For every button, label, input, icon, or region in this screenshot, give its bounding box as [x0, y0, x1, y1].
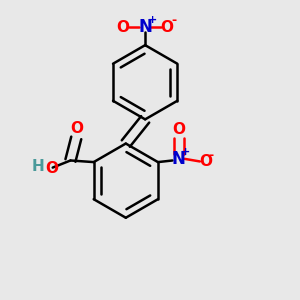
Text: -: -	[208, 149, 214, 162]
Text: +: +	[148, 15, 157, 25]
Text: O: O	[46, 161, 59, 176]
Text: O: O	[70, 122, 83, 136]
Text: O: O	[160, 20, 174, 35]
Text: O: O	[199, 154, 212, 169]
Text: +: +	[182, 147, 190, 157]
Text: O: O	[172, 122, 185, 137]
Text: N: N	[172, 150, 186, 168]
Text: N: N	[138, 18, 152, 36]
Text: -: -	[171, 14, 176, 28]
Text: O: O	[117, 20, 130, 35]
Text: H: H	[32, 159, 45, 174]
